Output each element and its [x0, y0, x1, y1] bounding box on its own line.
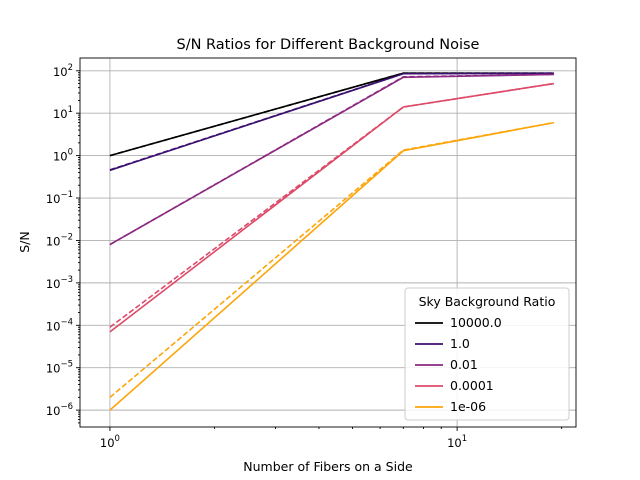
series-line-solid-2: [109, 73, 554, 246]
x-tick-label: 100: [100, 434, 120, 450]
y-tick-label: 10−3: [46, 275, 73, 291]
grid: [80, 58, 576, 427]
legend-label: 1e-06: [450, 399, 486, 414]
series-line-solid-1: [109, 72, 554, 172]
legend-entries: 10000.0 1.0 0.01 0.0001 1e-06: [415, 315, 502, 414]
series-line-solid-0: [109, 72, 554, 157]
series-line-solid-4: [109, 121, 555, 411]
y-tick-label: 10−5: [46, 360, 73, 376]
series-lines: [109, 72, 555, 411]
y-tick-label: 10−6: [46, 402, 73, 418]
y-tick-label: 100: [53, 148, 73, 164]
y-tick-label: 10−1: [46, 190, 73, 206]
legend-label: 10000.0: [450, 315, 502, 330]
legend-label: 0.0001: [450, 378, 494, 393]
y-tick-label: 10−4: [46, 317, 73, 333]
legend-label: 0.01: [450, 357, 478, 372]
chart-title: S/N Ratios for Different Background Nois…: [177, 37, 480, 53]
legend: Sky Background Ratio 10000.0 1.0 0.01 0.000…: [404, 287, 570, 421]
legend-box: [404, 287, 570, 421]
x-tick-label: 101: [447, 434, 467, 450]
y-tick-label: 101: [53, 105, 73, 121]
y-axis-label: S/N: [17, 231, 32, 253]
series-line-solid-3: [109, 82, 555, 333]
series-line-dashed-0: [109, 72, 554, 157]
x-axis-label: Number of Fibers on a Side: [243, 459, 413, 474]
legend-label: 1.0: [450, 336, 470, 351]
legend-title: Sky Background Ratio: [419, 294, 556, 309]
y-tick-label: 10−2: [46, 232, 73, 248]
axis-ticks: 100 101 10−6 10−5 10−4 10−3 10−2 10−1 100 101 102: [46, 63, 563, 450]
series-line-dashed-2: [109, 73, 554, 246]
y-tick-label: 102: [53, 63, 73, 79]
